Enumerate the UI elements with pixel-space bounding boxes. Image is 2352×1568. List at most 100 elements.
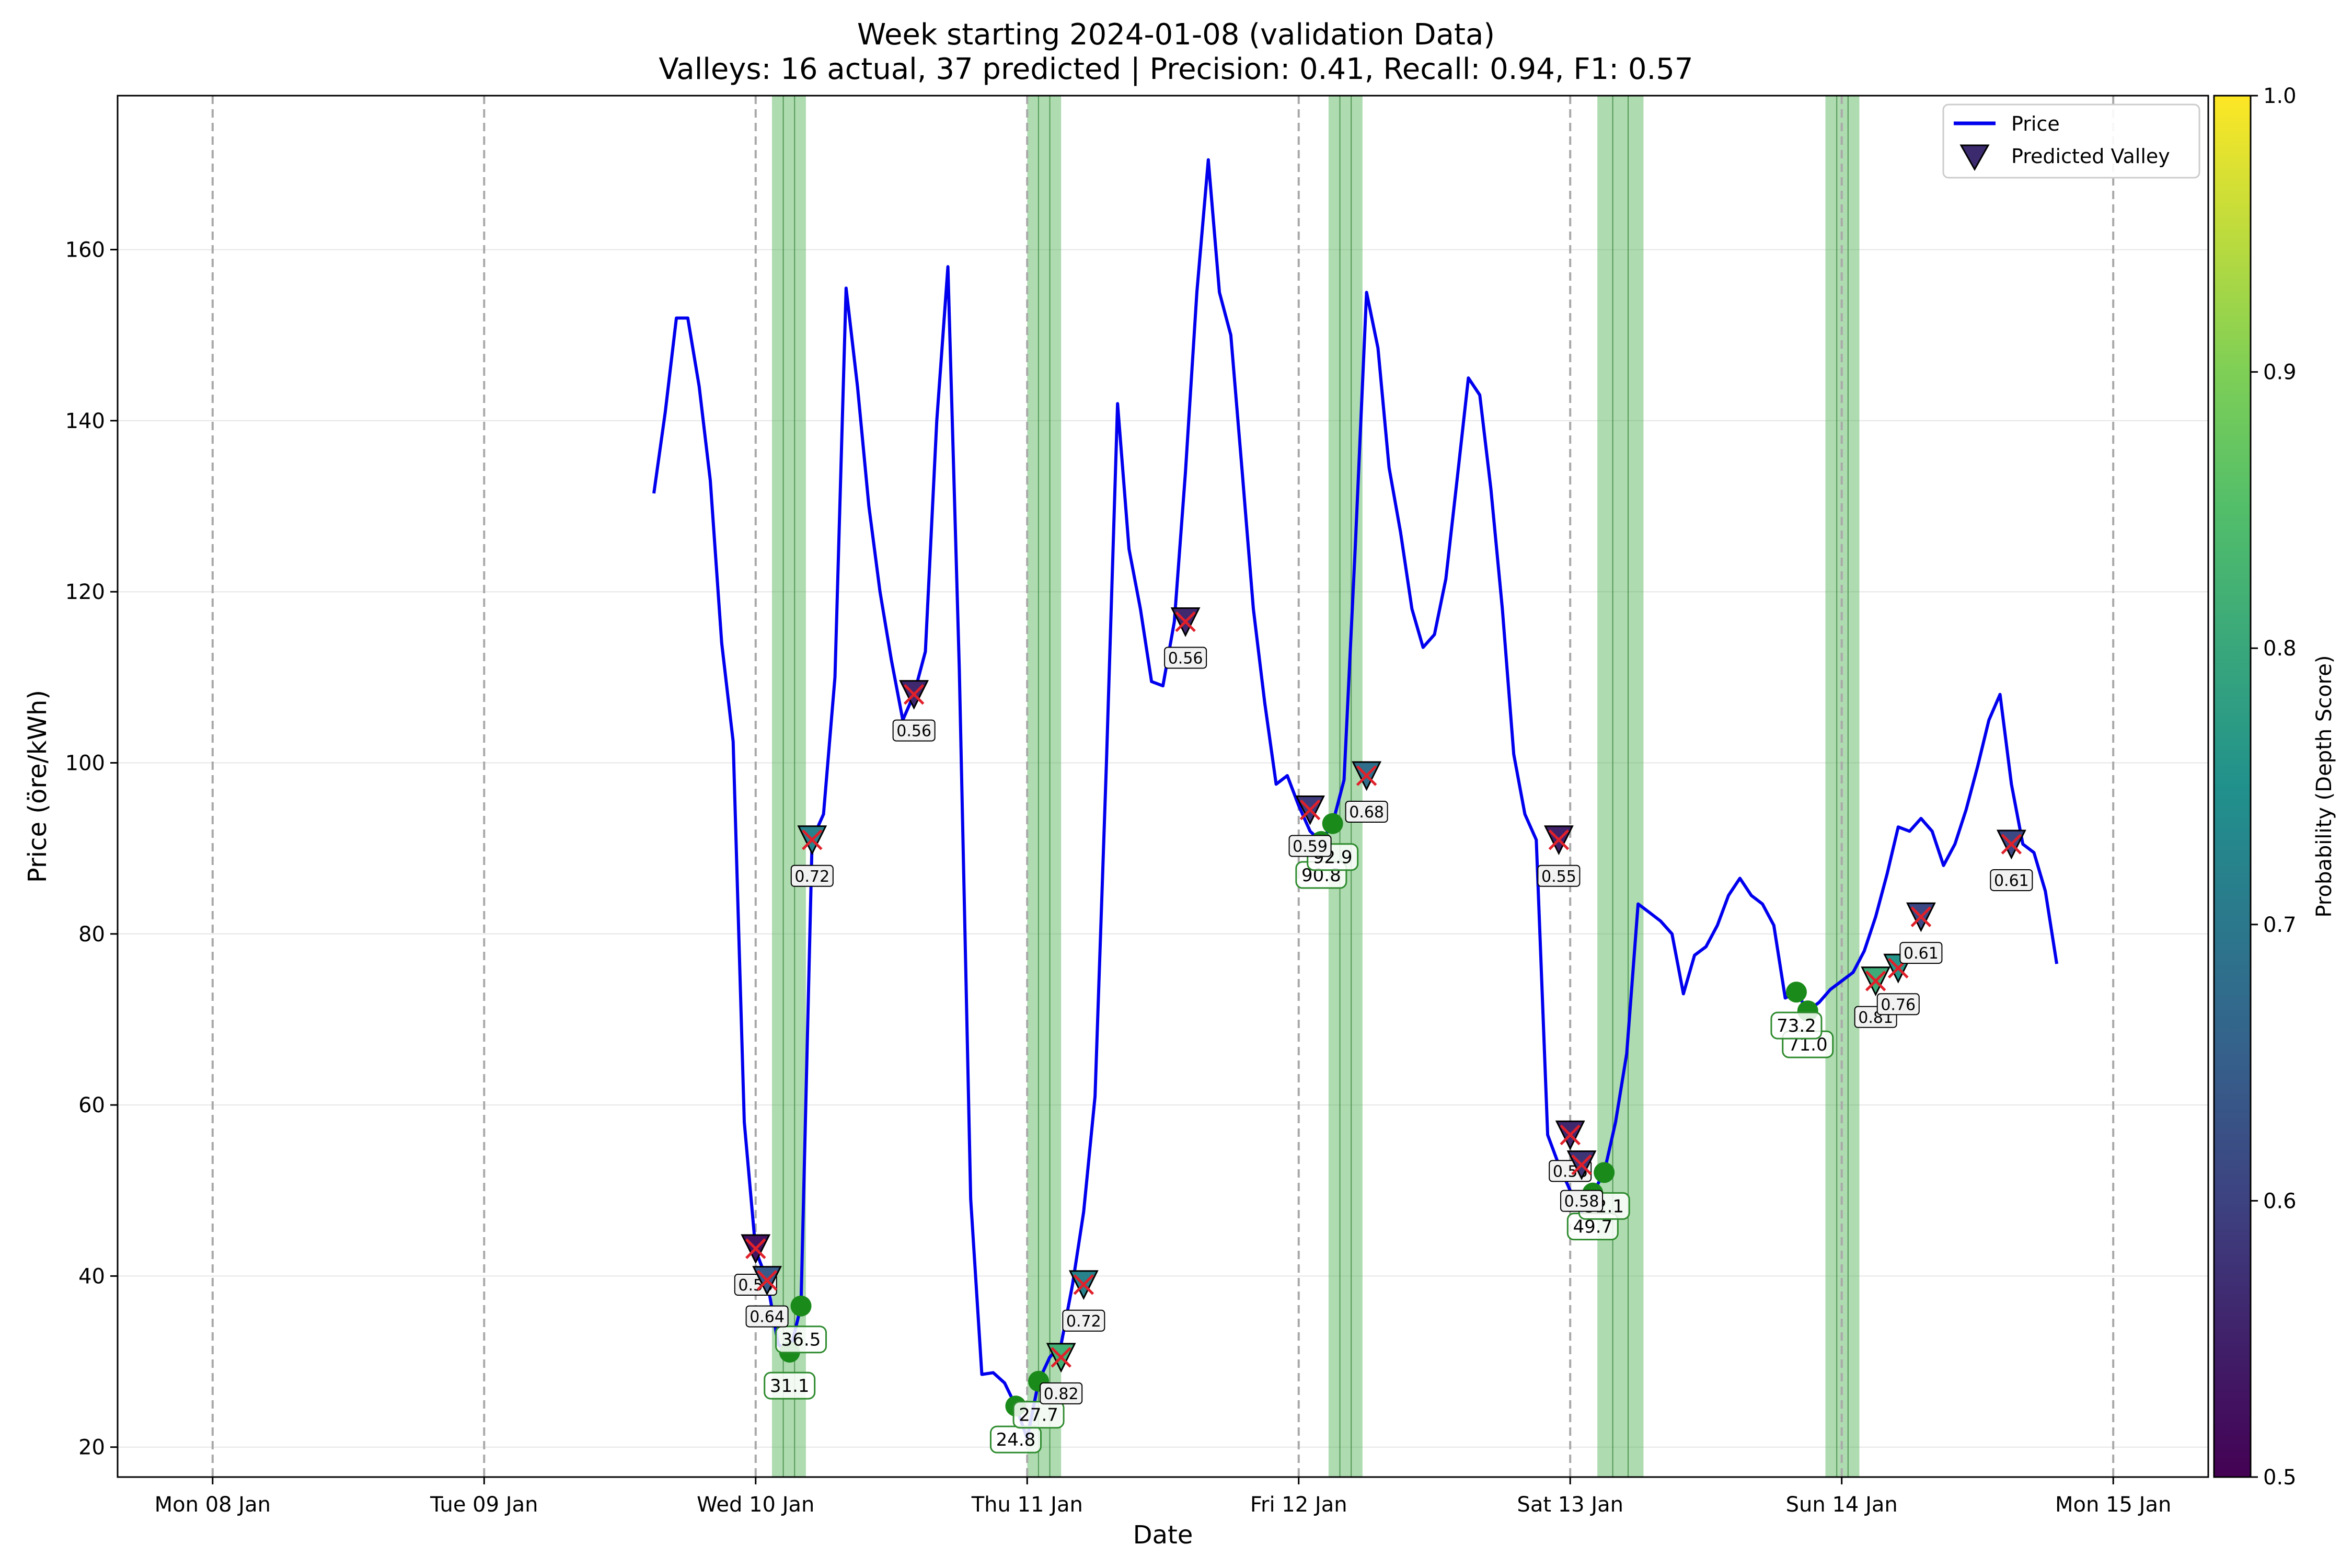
false-positive-x: [1548, 829, 1570, 850]
predicted-valley-prob-label: 0.61: [1990, 869, 2033, 891]
prob-label-box: [1876, 993, 1920, 1016]
prob-label-text: 0.61: [1904, 944, 1939, 963]
prob-label-text: 0.64: [750, 1308, 785, 1327]
false-positive-x: [2001, 834, 2022, 855]
actual-valley-label-text: 73.2: [1777, 1016, 1816, 1036]
colorbar: [2213, 95, 2252, 1478]
actual-valley-label: 73.2: [1770, 1011, 1823, 1040]
colorbar-tick-label: 0.9: [2263, 361, 2297, 385]
prob-label-box: [790, 864, 834, 887]
colorbar-tick-label: 0.6: [2263, 1189, 2297, 1213]
predicted-valley-prob-label: 0.55: [1537, 864, 1581, 887]
actual-valley-point: [1785, 982, 1807, 1003]
false-positive-x: [1910, 906, 1932, 927]
prob-label-box: [1990, 869, 2033, 891]
prob-label-box: [892, 719, 936, 742]
price-series-line: [652, 158, 2059, 1440]
prob-label-box: [1288, 835, 1332, 857]
x-stroke: [903, 684, 925, 705]
prob-label-box: [1560, 1190, 1604, 1212]
x-tick-label: Sat 13 Jan: [1517, 1493, 1623, 1517]
predicted-valley-prob-label: 0.82: [1040, 1382, 1083, 1404]
x-stroke: [1356, 765, 1377, 786]
actual-valley-label-box: [1770, 1011, 1823, 1040]
y-tick-label: 60: [78, 1093, 105, 1117]
x-axis-label: Date: [1133, 1520, 1193, 1550]
false-positive-x: [1175, 611, 1196, 632]
prob-label-text: 0.58: [1564, 1193, 1599, 1211]
actual-valley-label: 24.8: [989, 1425, 1042, 1454]
predicted-valley-prob-label: 0.61: [1899, 942, 1943, 964]
colorbar-tick-label: 0.8: [2263, 637, 2297, 661]
prob-label-text: 0.59: [1293, 838, 1328, 856]
predicted-valley-prob-label: 0.68: [1345, 801, 1388, 823]
colorbar-tick-label: 0.7: [2263, 913, 2297, 937]
false-positive-x: [1356, 765, 1377, 786]
chart-title: Week starting 2024-01-08 (validation Dat…: [857, 18, 1495, 52]
legend: Price Predicted Valley: [1942, 103, 2200, 179]
predicted-valley-prob-label: 0.81: [1854, 1006, 1897, 1028]
actual-valley-label-box: [1012, 1401, 1065, 1429]
x-stroke: [802, 829, 823, 850]
false-positive-x: [1051, 1347, 1071, 1368]
x-stroke: [1073, 1274, 1094, 1295]
false-positive-x: [1865, 971, 1886, 991]
x-stroke: [1051, 1347, 1071, 1368]
prob-label-box: [1345, 801, 1388, 823]
y-tick-label: 120: [65, 580, 105, 604]
legend-predicted-valley-label: Predicted Valley: [2011, 145, 2170, 168]
y-tick-label: 140: [65, 409, 105, 433]
x-stroke: [1910, 906, 1932, 927]
x-stroke: [1299, 799, 1321, 821]
actual-valley-label-text: 24.8: [996, 1429, 1036, 1450]
prob-label-text: 0.68: [1349, 803, 1384, 822]
false-positive-x: [756, 1270, 778, 1291]
predicted-valley-prob-label: 0.59: [1288, 835, 1332, 857]
actual-valley-label-text: 49.7: [1573, 1217, 1612, 1238]
actual-valley-label: 36.5: [775, 1325, 827, 1354]
actual-valley-label-box: [775, 1325, 827, 1354]
predicted-valley-prob-label: 0.76: [1876, 993, 1920, 1016]
actual-valley-point: [1594, 1162, 1615, 1183]
prob-label-text: 0.72: [794, 868, 829, 886]
actual-valley-point: [1322, 813, 1343, 834]
x-tick-label: Thu 11 Jan: [971, 1493, 1083, 1517]
x-tick-label: Mon 08 Jan: [155, 1493, 271, 1517]
false-positive-x: [802, 829, 823, 850]
y-tick-label: 80: [78, 923, 105, 947]
prob-label-text: 0.82: [1044, 1385, 1079, 1403]
x-stroke: [1865, 971, 1886, 991]
prob-label-box: [1062, 1309, 1105, 1332]
x-stroke: [1571, 1154, 1592, 1175]
false-positive-x: [1571, 1154, 1592, 1175]
actual-valley-band: [1597, 96, 1644, 1477]
x-tick-label: Wed 10 Jan: [697, 1493, 814, 1517]
predicted-valley-prob-label: 0.56: [892, 719, 936, 742]
x-tick-label: Mon 15 Jan: [2055, 1493, 2171, 1517]
prob-label-box: [1899, 942, 1943, 964]
plot-frame: [117, 95, 2209, 1478]
x-tick-label: Fri 12 Jan: [1250, 1493, 1347, 1517]
actual-valley-label: 31.1: [764, 1371, 816, 1400]
x-stroke: [1175, 611, 1196, 632]
prob-label-box: [1537, 864, 1581, 887]
actual-valley-label-box: [764, 1371, 816, 1400]
actual-valley-band: [1027, 96, 1062, 1477]
actual-valley-label-text: 31.1: [770, 1376, 810, 1397]
predicted-valley-prob-label: 0.64: [745, 1305, 789, 1328]
colorbar-tick-label: 0.5: [2263, 1466, 2297, 1490]
prob-label-text: 0.56: [1168, 649, 1203, 667]
false-positive-x: [745, 1238, 766, 1259]
x-stroke: [1548, 829, 1570, 850]
x-stroke: [745, 1238, 766, 1259]
chart-subtitle: Valleys: 16 actual, 37 predicted | Preci…: [659, 52, 1693, 86]
predicted-valley-prob-label: 0.72: [1062, 1309, 1105, 1332]
prob-label-text: 0.55: [1541, 868, 1576, 886]
actual-valley-point: [790, 1295, 812, 1317]
x-tick-label: Sun 14 Jan: [1786, 1493, 1898, 1517]
x-stroke: [2001, 834, 2022, 855]
actual-valley-band: [1825, 96, 1860, 1477]
y-tick-label: 20: [78, 1436, 105, 1460]
